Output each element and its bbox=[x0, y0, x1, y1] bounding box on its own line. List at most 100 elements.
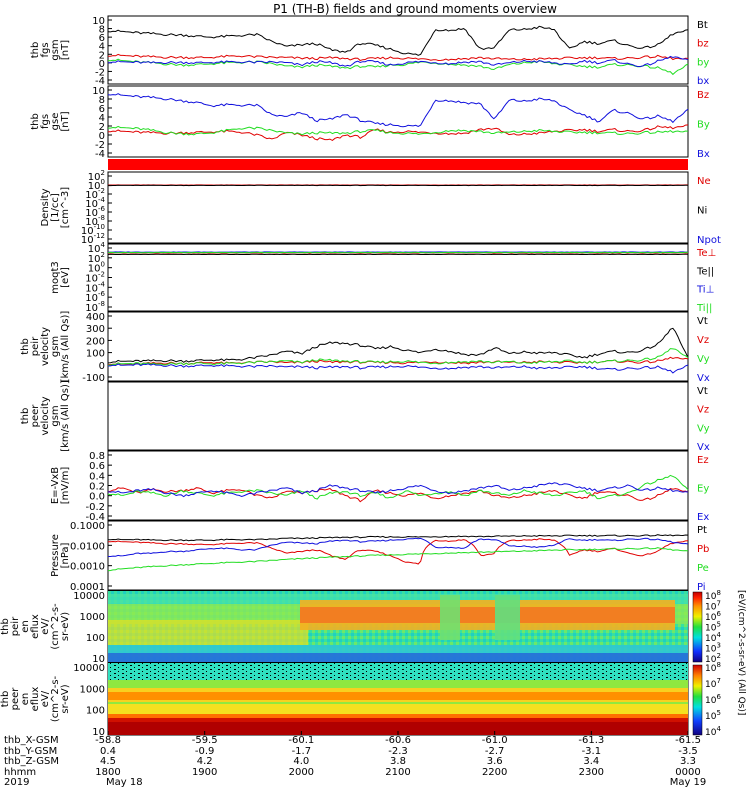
y-axis-label-line: (cm^2-s- bbox=[50, 675, 61, 722]
x-tick-hhmm: 1900 bbox=[192, 767, 217, 778]
legend-Vx: Vx bbox=[697, 442, 710, 453]
y-tick-label: -2 bbox=[95, 140, 105, 151]
series-line-Bz bbox=[108, 124, 689, 141]
x-tick-y: -3.1 bbox=[582, 746, 602, 757]
y-tick-exponent: -4 bbox=[98, 280, 106, 288]
series-line-bx bbox=[108, 55, 689, 67]
legend-bx: bx bbox=[697, 76, 709, 87]
y-tick-label: 2 bbox=[99, 122, 105, 133]
x-tick-z: 4.2 bbox=[197, 756, 213, 767]
y-tick-exponent: -6 bbox=[98, 205, 106, 213]
legend-by: by bbox=[697, 57, 709, 68]
y-tick-label: 10 bbox=[92, 654, 105, 665]
y-tick-exponent: 2 bbox=[101, 169, 105, 177]
legend-Vy: Vy bbox=[697, 354, 710, 365]
colorbar-tick-exponent: 2 bbox=[716, 652, 720, 660]
x-tick-y: -0.9 bbox=[195, 746, 215, 757]
colorbar-tick-exponent: 4 bbox=[716, 631, 721, 639]
y-tick-exponent: 4 bbox=[101, 241, 106, 249]
series-line-Pi bbox=[108, 537, 689, 557]
x-tick-hhmm: 2000 bbox=[289, 767, 314, 778]
series-line-Bx bbox=[107, 93, 689, 128]
y-tick-label: 8 bbox=[99, 95, 105, 106]
legend-Bz: Bz bbox=[697, 90, 709, 101]
colorbar-tick-label: 107 bbox=[705, 677, 721, 690]
series-line-Ex bbox=[107, 482, 689, 498]
panel-efield: 0.80.60.40.20.0-0.2-0.4 E=-VxB [mV/m] Ez Ey E… bbox=[50, 450, 709, 523]
legend-Npot: Npot bbox=[697, 235, 721, 246]
y-tick-exponent: -8 bbox=[98, 214, 105, 222]
colorbar-tick-exponent: 8 bbox=[716, 661, 720, 669]
y-tick-label: 400 bbox=[86, 312, 105, 323]
series-line-Pt bbox=[108, 534, 689, 542]
y-tick-label: 100 bbox=[86, 633, 105, 644]
y-tick-exponent: 0 bbox=[101, 261, 105, 269]
colorbar-tick-exponent: 7 bbox=[716, 600, 720, 608]
peer-eflux-spectrogram bbox=[108, 663, 688, 735]
y-axis-label-line: [km/s (All Qs)] bbox=[60, 311, 71, 383]
x-tick-x: -59.5 bbox=[192, 735, 218, 746]
y-axis-label-line: thb bbox=[30, 113, 41, 130]
legend-By: By bbox=[697, 120, 710, 131]
x-tick-x: -61.0 bbox=[482, 735, 508, 746]
series-line-Bt bbox=[107, 25, 689, 56]
peir-eflux-spectrogram bbox=[108, 591, 688, 662]
y-tick-label: 10 bbox=[92, 727, 105, 738]
series-line-Vy bbox=[107, 348, 689, 366]
colorbar-tick-exponent: 7 bbox=[716, 677, 720, 685]
y-axis-label-line: gsm bbox=[50, 336, 61, 357]
legend-bz: bz bbox=[697, 39, 709, 50]
y-axis-label-line: [nPa] bbox=[60, 542, 71, 568]
legend-Ez: Ez bbox=[697, 455, 709, 466]
x-tick-y: -3.5 bbox=[678, 746, 698, 757]
y-axis-label-line: [nT] bbox=[60, 40, 71, 60]
legend-Ti⊥: Ti⊥ bbox=[696, 285, 714, 296]
y-axis-label-line: gse bbox=[50, 113, 61, 131]
y-tick-label: 0.1000 bbox=[70, 521, 105, 532]
series-line-By bbox=[108, 125, 689, 136]
x-tick-hhmm: 0000 bbox=[675, 767, 700, 778]
y-tick-label: 2 bbox=[99, 50, 105, 61]
y-axis-label-line: sr-eV) bbox=[60, 612, 71, 641]
y-tick-label: 200 bbox=[86, 336, 105, 347]
legend-Ex: Ex bbox=[697, 512, 709, 523]
y-axis-label-line: [mV/m] bbox=[60, 467, 71, 505]
red-strip bbox=[108, 159, 688, 170]
legend-Ne: Ne bbox=[697, 176, 711, 187]
y-tick-label: -0.2 bbox=[85, 502, 105, 513]
y-axis-label-line: thb bbox=[0, 618, 11, 635]
y-tick-label: 0 bbox=[99, 361, 105, 372]
y-axis-label-line: thb bbox=[20, 408, 31, 425]
y-tick-label: 0 bbox=[99, 131, 105, 142]
panel-frame bbox=[107, 381, 689, 451]
peir-colorbar bbox=[692, 591, 703, 663]
series-line-Pe bbox=[107, 547, 689, 572]
panel-pressure: 0.1000 0.0100 0.0010 0.0001 Pressure [nPa] Pt P… bbox=[50, 520, 709, 593]
y-tick-label: 0.0001 bbox=[70, 582, 105, 593]
x-tick-date: May 18 bbox=[106, 777, 143, 788]
colorbar-tick-label: 106 bbox=[705, 693, 721, 706]
y-tick-label: -100 bbox=[82, 373, 105, 384]
series-line-Pb bbox=[108, 538, 689, 565]
y-axis-label-line: [1/cc] bbox=[50, 193, 61, 222]
y-tick-label: -0.4 bbox=[85, 512, 105, 523]
x-row-label: thb_Z-GSM bbox=[4, 756, 59, 767]
legend-Vt: Vt bbox=[697, 386, 708, 397]
y-axis-label-line: velocity bbox=[40, 396, 51, 435]
colorbar-tick-exponent: 8 bbox=[716, 589, 720, 597]
colorbar-tick-exponent: 6 bbox=[716, 693, 721, 701]
x-tick-z: 3.8 bbox=[390, 756, 406, 767]
legend-Ey: Ey bbox=[697, 484, 709, 495]
y-tick-label: 0 bbox=[99, 59, 105, 70]
x-row-label: thb_X-GSM bbox=[4, 735, 59, 746]
x-tick-x: -60.6 bbox=[385, 735, 411, 746]
legend-Pi: Pi bbox=[697, 582, 706, 593]
x-tick-z: 3.6 bbox=[487, 756, 503, 767]
x-row-label: thb_Y-GSM bbox=[4, 746, 57, 757]
legend-Bt: Bt bbox=[697, 20, 708, 31]
y-tick-exponent: -8 bbox=[98, 300, 105, 308]
panel-frame bbox=[107, 520, 689, 591]
